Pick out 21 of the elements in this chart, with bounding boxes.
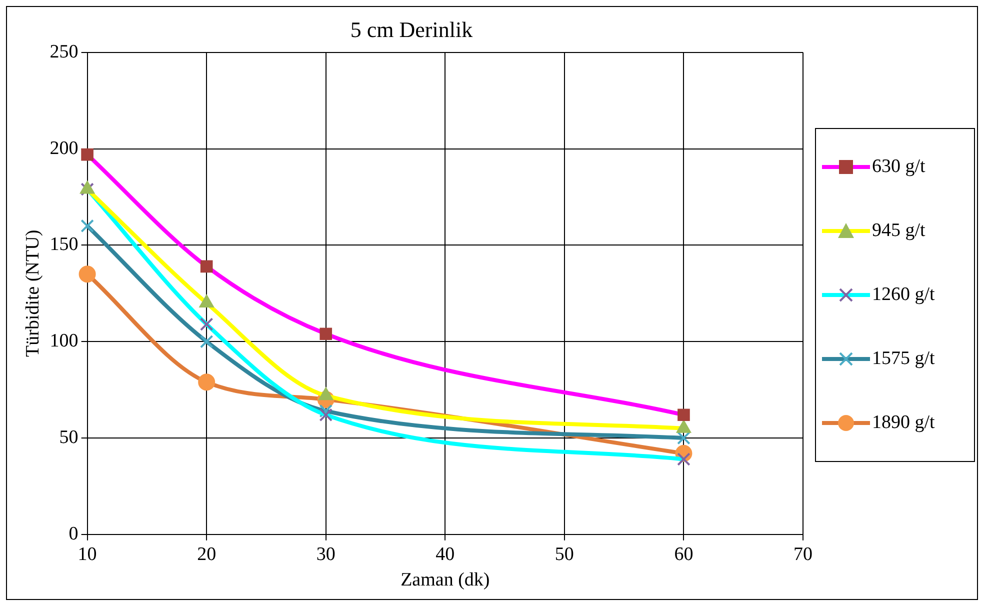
x-tick-label: 10 <box>78 544 97 565</box>
legend-label: 630 g/t <box>872 156 926 178</box>
legend-label: 1260 g/t <box>872 284 935 306</box>
y-axis-title: Türbidite (NTU) <box>22 230 44 357</box>
x-tick-label: 20 <box>197 544 216 565</box>
x-tick-label: 60 <box>674 544 694 565</box>
y-tick-label: 150 <box>50 234 78 256</box>
x-tick-label: 70 <box>794 544 812 565</box>
y-tick-label: 0 <box>68 523 78 544</box>
legend-label: 1575 g/t <box>872 348 935 370</box>
legend-label: 945 g/t <box>872 220 926 242</box>
x-axis-title: Zaman (dk) <box>400 570 490 591</box>
x-tick-label: 40 <box>436 544 455 565</box>
x-tick-label: 50 <box>554 544 574 565</box>
y-tick-label: 200 <box>50 138 78 159</box>
chart-title: 5 cm Derinlik <box>350 16 473 42</box>
x-tick-label: 30 <box>316 544 336 565</box>
y-tick-label: 100 <box>50 330 78 352</box>
y-tick-label: 250 <box>50 41 78 62</box>
y-tick-label: 50 <box>59 426 78 448</box>
legend-label: 1890 g/t <box>872 412 935 434</box>
